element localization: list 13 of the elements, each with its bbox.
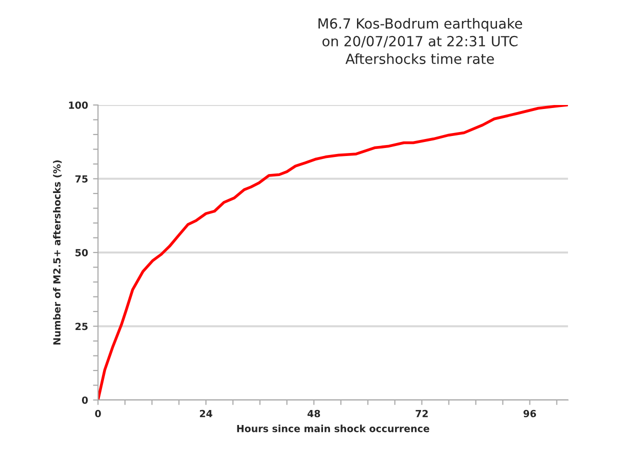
- y-tick-label: 100: [69, 101, 88, 109]
- x-tick-label: 0: [95, 410, 101, 418]
- x-tick-label: 24: [200, 410, 212, 418]
- y-axis-title: Number of M2.5+ aftershocks (%): [53, 160, 62, 345]
- chart-title: M6.7 Kos-Bodrum earthquake on 20/07/2017 at 22:31 UTC Aftershocks time rate: [318, 18, 522, 64]
- y-tick-label: 75: [75, 175, 88, 183]
- y-tick-label: 0: [82, 396, 88, 404]
- x-tick-label: 72: [416, 410, 428, 418]
- x-tick-label: 96: [524, 410, 536, 418]
- y-tick-label: 25: [76, 322, 88, 330]
- x-axis-title: Hours since main shock occurrence: [237, 424, 430, 432]
- y-tick-label: 50: [76, 248, 88, 256]
- x-tick-label: 48: [308, 410, 320, 418]
